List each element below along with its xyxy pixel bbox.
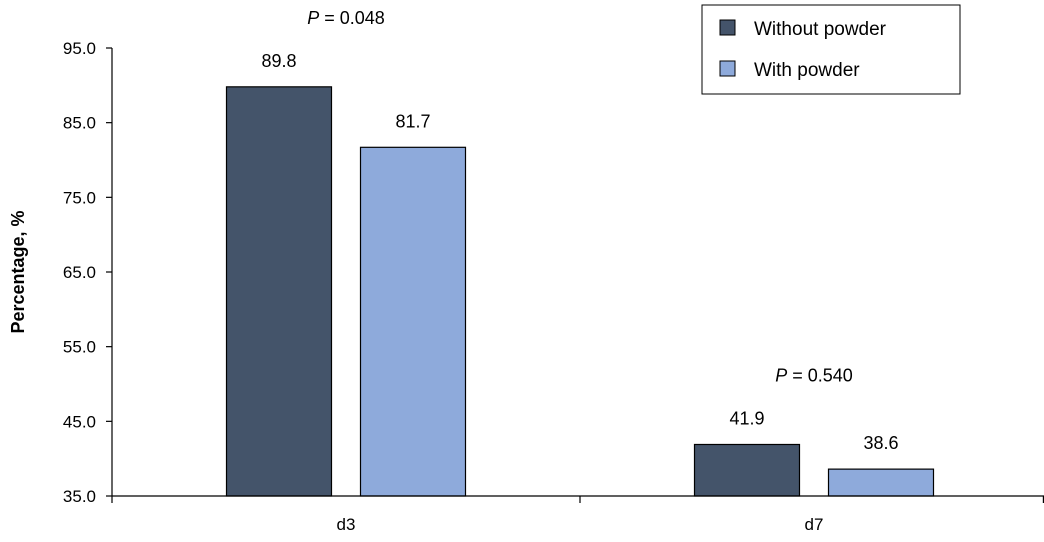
data-label-d7-series-2: 38.6 bbox=[863, 433, 898, 453]
y-axis-label: Percentage, % bbox=[8, 210, 28, 333]
y-tick-label: 55.0 bbox=[63, 338, 96, 357]
p-symbol: P bbox=[775, 365, 787, 385]
data-label-d3-series-2: 81.7 bbox=[395, 111, 430, 131]
bars-layer bbox=[225, 86, 935, 497]
p-value-text: = 0.540 bbox=[787, 365, 853, 385]
y-tick-label: 85.0 bbox=[63, 114, 96, 133]
y-tick-label: 95.0 bbox=[63, 39, 96, 58]
x-category-label-d7: d7 bbox=[805, 515, 824, 534]
data-label-d3-series-1: 89.8 bbox=[261, 51, 296, 71]
data-label-d7-series-1: 41.9 bbox=[729, 408, 764, 428]
y-tick-label: 35.0 bbox=[63, 487, 96, 506]
p-value-annotation-d7: P = 0.540 bbox=[775, 365, 853, 385]
legend-label-without-powder: Without powder bbox=[754, 19, 887, 40]
legend: Without powder With powder bbox=[701, 4, 961, 95]
legend-box bbox=[701, 4, 961, 95]
axes-layer: 35.0 45.0 55.0 65.0 75.0 85.0 95.0 d3 d7 bbox=[63, 39, 1044, 534]
bar-d3-series-1 bbox=[225, 86, 333, 497]
x-category-label-d3: d3 bbox=[337, 515, 356, 534]
bar-d7-series-2 bbox=[827, 468, 935, 497]
p-symbol: P bbox=[307, 8, 319, 28]
y-tick-label: 45.0 bbox=[63, 412, 96, 431]
p-value-text: = 0.048 bbox=[319, 8, 385, 28]
y-tick-label: 65.0 bbox=[63, 263, 96, 282]
bar-d3-series-2 bbox=[359, 146, 467, 497]
y-tick-label: 75.0 bbox=[63, 188, 96, 207]
p-value-annotation-d3: P = 0.048 bbox=[307, 8, 385, 28]
legend-swatch-without-powder bbox=[719, 19, 736, 36]
bar-d7-series-1 bbox=[693, 443, 801, 497]
legend-label-with-powder: With powder bbox=[754, 60, 860, 81]
legend-swatch-with-powder bbox=[719, 60, 736, 77]
